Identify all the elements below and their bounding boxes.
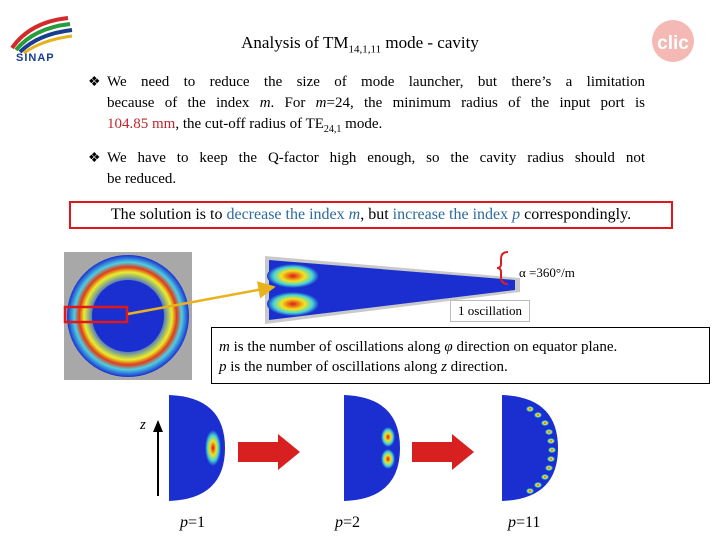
diamond-bullet-icon: ❖ (88, 75, 101, 90)
bullet-2-line-2: be reduced. (107, 171, 177, 187)
angle-brace-icon (496, 251, 509, 285)
half-cavity-p2-image (342, 393, 402, 503)
diamond-bullet-icon: ❖ (88, 151, 101, 166)
alpha-angle-label: α =360°/m (519, 265, 575, 280)
clic-logo-text: clic (657, 33, 689, 54)
clic-logo: clic (650, 18, 696, 64)
mode-wedge-image (265, 256, 520, 324)
zoom-arrow (127, 281, 276, 316)
page-title: Analysis of TM14,1,11 mode - cavity (0, 33, 720, 55)
bullet-q-factor: ❖ We have to keep the Q-factor high enou… (88, 148, 648, 192)
explain-line-p: p is the number of oscillations along z … (219, 359, 508, 375)
bullet-1-line-2: because of the index m. For m=24, the mi… (107, 95, 645, 111)
sinap-logo-swoosh (10, 16, 73, 55)
sinap-logo: SINAP (8, 14, 74, 64)
z-axis-arrowhead (153, 420, 163, 432)
bullet-2-line-1: We have to keep the Q-factor high enough… (107, 150, 645, 166)
p1-label: p=1 (180, 514, 206, 531)
p2-label: p=2 (335, 514, 361, 531)
solution-callout: The solution is to decrease the index m,… (69, 201, 673, 229)
index-explanation: m is the number of oscillations along φ … (211, 327, 710, 384)
title-main: Analysis of TM (241, 33, 349, 52)
progress-arrow-2 (412, 434, 474, 470)
sinap-logo-text: SINAP (16, 52, 55, 64)
oscillation-label: 1 oscillation (450, 300, 530, 322)
input-port-radius: 104.85 mm (107, 116, 176, 132)
title-subscript: 14,1,11 (348, 43, 382, 56)
progress-arrow-1 (238, 434, 300, 470)
bullet-launcher-limit: ❖ We need to reduce the size of mode lau… (88, 72, 648, 138)
p11-label: p=11 (508, 514, 541, 531)
z-axis-label: z (140, 417, 146, 433)
explain-line-m: m is the number of oscillations along φ … (219, 339, 618, 355)
half-cavity-p1-image (167, 393, 227, 503)
bullet-1-line-1: We need to reduce the size of mode launc… (107, 74, 645, 90)
title-tail: mode - cavity (381, 33, 479, 52)
half-cavity-p11-image (500, 393, 560, 503)
bullet-1-line-3: 104.85 mm, the cut-off radius of TE24,1 … (107, 116, 383, 135)
selection-rectangle (63, 305, 129, 324)
